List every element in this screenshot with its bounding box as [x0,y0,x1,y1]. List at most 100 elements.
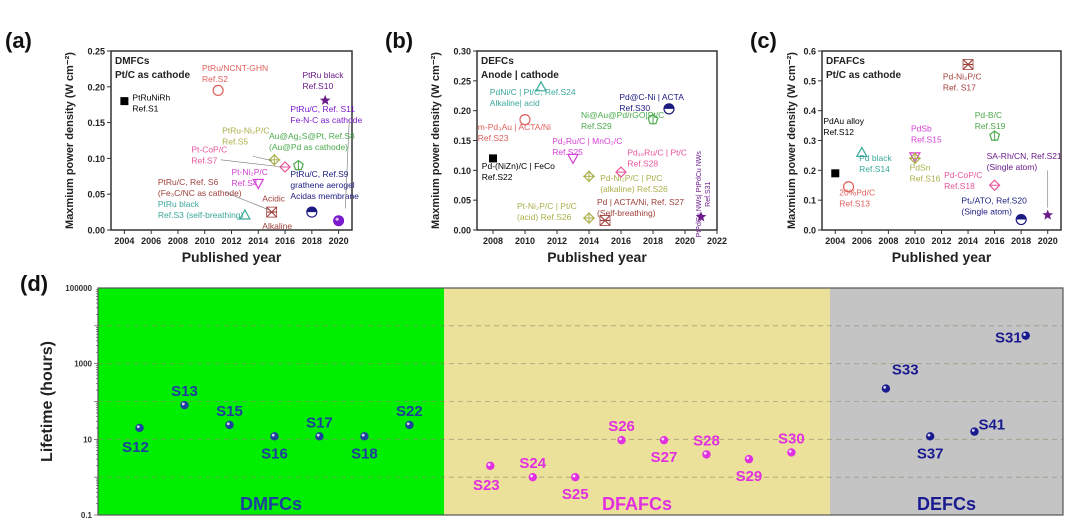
marker-triangle-open [855,146,868,158]
point-label: (Single atom) [987,162,1038,172]
point-label: PtRu black [302,70,344,80]
point-label: SA-Rh/CN, Ref.S21 [987,151,1062,161]
x-tick-label: 2008 [168,236,188,246]
marker-circle-open [519,114,531,126]
point-marker [315,432,324,441]
plot-frame [110,50,353,231]
panel-label: (a) [5,28,32,53]
marker-star [695,211,707,222]
point-marker [270,432,279,441]
point-highlight [487,463,491,466]
y-axis-title: Maxmium power density (W cm⁻²) [430,52,442,229]
point-label: 20%Pd/C [839,188,875,198]
y-axis-title: Maxmium power density (W cm⁻²) [64,52,76,229]
marker-cross-stack [599,215,611,226]
point-highlight [316,433,320,437]
x-tick-label: 2010 [905,236,925,246]
data-point: Pd-Ni₂P/C | Pt/C(alkaline) Ref.S26 [583,170,668,194]
inset-title: DMFCs [115,56,150,67]
y-tick-label: 0.3 [803,136,816,146]
data-point: S12 [122,423,149,456]
point-marker [744,454,754,464]
point-marker [486,461,495,470]
point-label: Pd | ACTA/Ni, Ref. S27 [597,197,684,207]
point-marker [528,472,537,482]
point-marker [571,472,580,482]
point-label: Ref.S22 [482,172,513,182]
point-label: Ref.S29 [581,121,612,131]
point-highlight [181,402,185,406]
inset-title: Anode | cathode [481,70,559,81]
y-tick-label: 0.6 [803,47,816,57]
data-point: S26 [608,418,635,445]
marker-half-circle-fill [306,207,317,213]
y-tick-label: 0.30 [453,47,471,57]
data-point: Pt₁/ATO, Ref.S20(Single atom) [961,196,1027,226]
chart-panel-d: (d) DMFCs DFAFCs DEFCs 0.1 10 1000 100000 Lifeti… [20,271,1064,520]
point-label: Ref.S16 [910,173,941,183]
point-label: PtRu/C, Ref.S9 [290,169,348,179]
point-label: Ref.S19 [975,121,1006,131]
point-label: (Au@Pd as cathode) [269,142,348,152]
x-tick-label: 2004 [825,236,845,246]
inset-title: DFAFCs [826,56,865,67]
point-label: S17 [306,414,333,431]
y-axis-title: Maxmium power density (W cm⁻²) [786,52,798,229]
data-point: S22 [396,403,423,430]
marker-circle-open [212,84,224,96]
point-label: (Self-breathing) [597,208,656,218]
y-tick-label: 0.00 [453,226,471,236]
data-point: S37 [917,432,944,462]
point-marker [970,427,979,436]
data-point: S24 [519,455,547,482]
point-marker [135,423,144,433]
point-label: Ref.S1 [132,103,158,113]
marker-star [1042,209,1053,220]
point-label: Fe-N-C as cathode [290,115,362,125]
y-tick-label: 0.15 [87,118,105,128]
marker-diamond-open [279,161,291,173]
point-highlight [971,429,975,432]
rotated-label: PtPdCu NWs| PtPdCu NWs Ref.S31 [696,151,712,238]
marker-sphere-hl [335,217,339,221]
point-label: m-Pd₃Au | ACTA/Ni [478,122,551,132]
x-tick-label: 2006 [141,236,161,246]
point-highlight [271,433,275,437]
data-point: S13 [171,383,198,410]
y-axis-title: Lifetime (hours) [39,341,56,462]
point-marker [925,432,935,441]
marker-star [319,94,331,105]
y-tick-label: 0.5 [803,76,816,86]
x-tick-label: 2016 [611,236,631,246]
y-tick-label: 0.2 [803,166,816,176]
data-point: S23 [473,461,500,494]
point-label: Ref.S25 [552,147,583,157]
point-label: PtRu/NCNT-GHN [202,63,268,73]
marker-cross-stack-box [962,59,974,70]
point-highlight [572,474,576,478]
point-highlight [883,385,887,389]
point-label: S37 [917,445,944,462]
point-highlight [226,422,230,426]
x-tick-label: 2014 [248,236,268,246]
x-tick-label: 2010 [195,236,215,246]
y-tick-label: 0.20 [87,82,105,92]
point-label: Pd-Ni₂P/C | Pt/C [600,173,662,183]
y-tick-label: 0.15 [453,136,471,146]
chart-panel-c: (c) 2004 2006 2008 2010 2012 2014 2016 2018 2020 0… [750,28,1062,265]
data-point: S25 [562,472,589,503]
inset-title: DEFCs [481,56,514,67]
data-point: S16 [261,432,288,462]
point-label: Ref.S30 [619,103,650,113]
point-label: Pd₁₀Ru/C | Pt/C [627,147,687,157]
point-label: Pt-Ni₂P/C | Pt/C [517,201,577,211]
x-tick-label: 2012 [931,236,951,246]
point-label: PdNi/C | Pt/C, Ref.S24 [490,87,576,97]
